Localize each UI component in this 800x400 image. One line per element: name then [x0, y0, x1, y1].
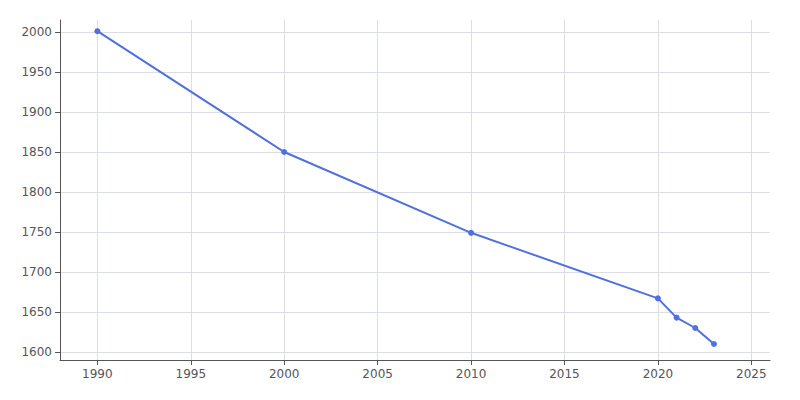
svg-text:1990: 1990 — [82, 367, 113, 381]
svg-text:2000: 2000 — [21, 25, 52, 39]
svg-text:1750: 1750 — [21, 225, 52, 239]
svg-text:1995: 1995 — [176, 367, 207, 381]
svg-text:2015: 2015 — [549, 367, 580, 381]
svg-text:2000: 2000 — [269, 367, 300, 381]
svg-text:1950: 1950 — [21, 65, 52, 79]
svg-text:2020: 2020 — [643, 367, 674, 381]
svg-text:1800: 1800 — [21, 185, 52, 199]
svg-text:1650: 1650 — [21, 305, 52, 319]
svg-text:1600: 1600 — [21, 345, 52, 359]
svg-text:1850: 1850 — [21, 145, 52, 159]
svg-text:2010: 2010 — [456, 367, 487, 381]
svg-text:1700: 1700 — [21, 265, 52, 279]
svg-text:1900: 1900 — [21, 105, 52, 119]
svg-text:2025: 2025 — [736, 367, 767, 381]
svg-text:2005: 2005 — [362, 367, 393, 381]
